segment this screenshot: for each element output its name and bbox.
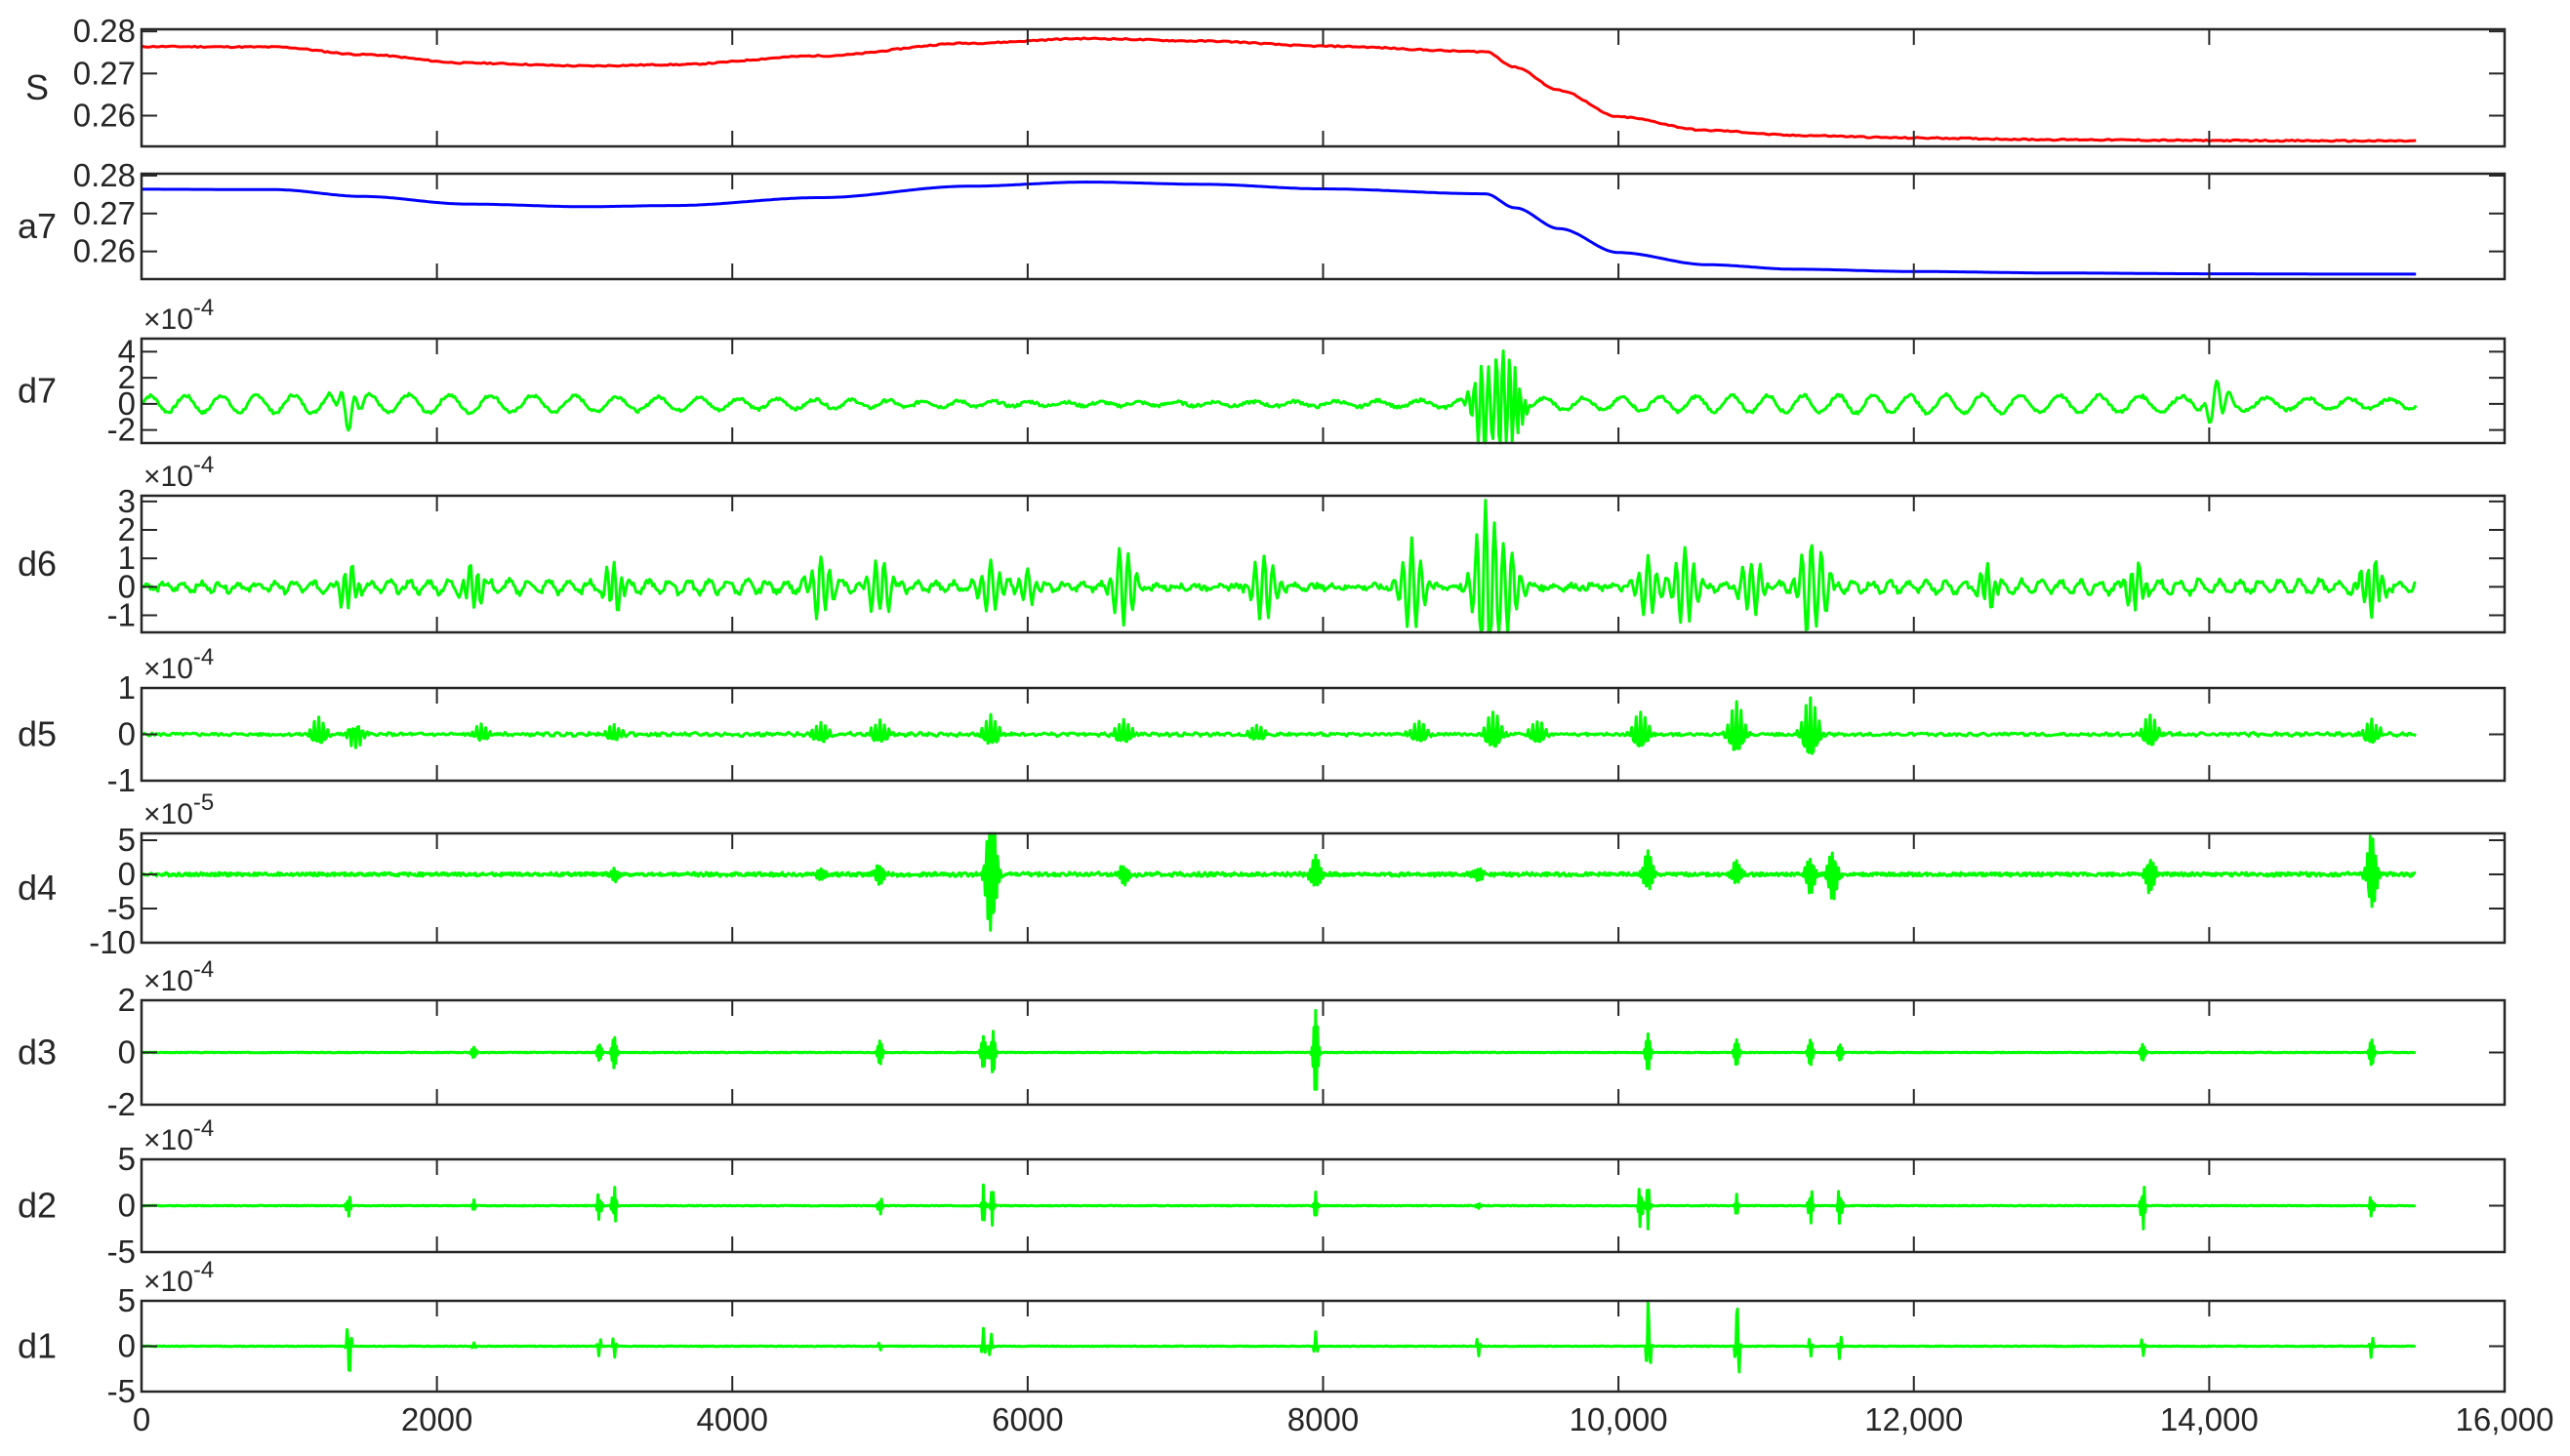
ytick-label-d6: 0 (118, 568, 136, 604)
xtick-label: 12,000 (1864, 1401, 1963, 1437)
exponent-label-d2: ×10-4 (143, 1115, 214, 1156)
ytick-label-d5: 1 (118, 669, 136, 706)
ytick-label-a7: 0.28 (73, 157, 136, 193)
panel-d3: -2 0 2 d3 ×10-4 (18, 956, 2507, 1122)
exponent-power-d1: -4 (193, 1257, 214, 1283)
xtick-label: 2000 (401, 1401, 472, 1437)
ylabel-d5: d5 (18, 714, 57, 754)
series-line-d6 (141, 499, 2417, 634)
ylabel-a7: a7 (18, 206, 57, 246)
ytick-label-d2: 0 (118, 1188, 136, 1224)
exponent-power-d3: -4 (193, 956, 214, 983)
exponent-label-d7: ×10-4 (143, 295, 214, 336)
ylabel-d4: d4 (18, 868, 57, 908)
series-line-d7 (141, 349, 2418, 445)
exponent-power-d4: -5 (193, 789, 214, 816)
ylabel-d2: d2 (18, 1186, 57, 1226)
axes-frame-d6 (140, 494, 2507, 634)
ytick-label-d6: -1 (107, 597, 136, 633)
exponent-power-d6: -4 (193, 452, 214, 478)
xtick-label: 16,000 (2456, 1401, 2554, 1437)
exponent-label-d6: ×10-4 (143, 452, 214, 493)
ytick-label-d5: -1 (107, 762, 136, 798)
series-line-d4 (140, 831, 2417, 932)
ytick-label-d3: -2 (107, 1086, 136, 1122)
xtick-label: 6000 (992, 1401, 1063, 1437)
axes-frame-d7 (140, 337, 2507, 445)
ytick-label-a7: 0.26 (73, 233, 136, 269)
ytick-label-d7: 0 (118, 385, 136, 422)
xtick-label: 8000 (1287, 1401, 1359, 1437)
ytick-label-d6: 3 (118, 483, 136, 519)
ytick-label-d4: -10 (89, 924, 136, 960)
panel-d1: -5 0 5 d1 ×10-4 (18, 1257, 2507, 1409)
exponent-label-d1: ×10-4 (143, 1257, 214, 1298)
ytick-label-d6: 1 (118, 540, 136, 576)
exponent-power-d2: -4 (193, 1115, 214, 1142)
ytick-label-d1: 5 (118, 1282, 136, 1318)
ytick-label-d4: 5 (118, 822, 136, 858)
ytick-label-S: 0.27 (73, 55, 136, 91)
ytick-label-S: 0.26 (73, 97, 136, 133)
exponent-power-d7: -4 (193, 295, 214, 321)
ytick-label-d6: 2 (118, 511, 136, 547)
ylabel-d3: d3 (18, 1032, 57, 1072)
exponent-label-d5: ×10-4 (143, 644, 214, 685)
ylabel-d6: d6 (18, 544, 57, 584)
xtick-label: 10,000 (1570, 1401, 1668, 1437)
ytick-label-d1: 0 (118, 1328, 136, 1364)
panel-d5: -1 0 1 d5 ×10-4 (18, 644, 2507, 798)
ytick-label-d3: 2 (118, 982, 136, 1018)
ytick-label-d5: 0 (118, 716, 136, 752)
ytick-label-d4: 0 (118, 856, 136, 892)
ytick-label-d2: 5 (118, 1141, 136, 1177)
x-axis: 0 2000 4000 6000 8000 10,000 12,000 14,000 16,00… (133, 1401, 2554, 1437)
panel-a7: 0.260.270.28 a7 (18, 157, 2507, 281)
ytick-label-d4: -5 (107, 890, 136, 926)
series-line-d5 (141, 696, 2417, 755)
exponent-label-d3: ×10-4 (143, 956, 214, 997)
ytick-label-d7: 4 (118, 333, 136, 369)
ytick-label-d7: 2 (118, 359, 136, 395)
ytick-label-S: 0.28 (73, 13, 136, 49)
panel-d2: -5 0 5 d2 ×10-4 (18, 1115, 2507, 1270)
ytick-label-a7: 0.27 (73, 195, 136, 231)
ylabel-S: S (25, 67, 49, 107)
ytick-label-d3: 0 (118, 1034, 136, 1071)
series-line-a7 (142, 181, 2417, 276)
ytick-label-d7: -2 (107, 412, 136, 448)
xtick-label: 14,000 (2160, 1401, 2259, 1437)
xtick-label: 0 (133, 1401, 150, 1437)
series-line-d3 (141, 1008, 2417, 1091)
xtick-label: 4000 (697, 1401, 768, 1437)
exponent-power-d5: -4 (193, 644, 214, 670)
panel-S: 0.26 0.27 0.28 S (25, 13, 2507, 148)
series-line-S (141, 36, 2417, 143)
series-line-d2 (141, 1183, 2417, 1231)
exponent-label-d4: ×10-5 (143, 789, 214, 830)
ylabel-d7: d7 (18, 371, 57, 411)
ytick-label-d1: -5 (107, 1373, 136, 1409)
ytick-label-d2: -5 (107, 1234, 136, 1270)
ylabel-d1: d1 (18, 1326, 57, 1366)
series-line-d1 (141, 1301, 2417, 1374)
